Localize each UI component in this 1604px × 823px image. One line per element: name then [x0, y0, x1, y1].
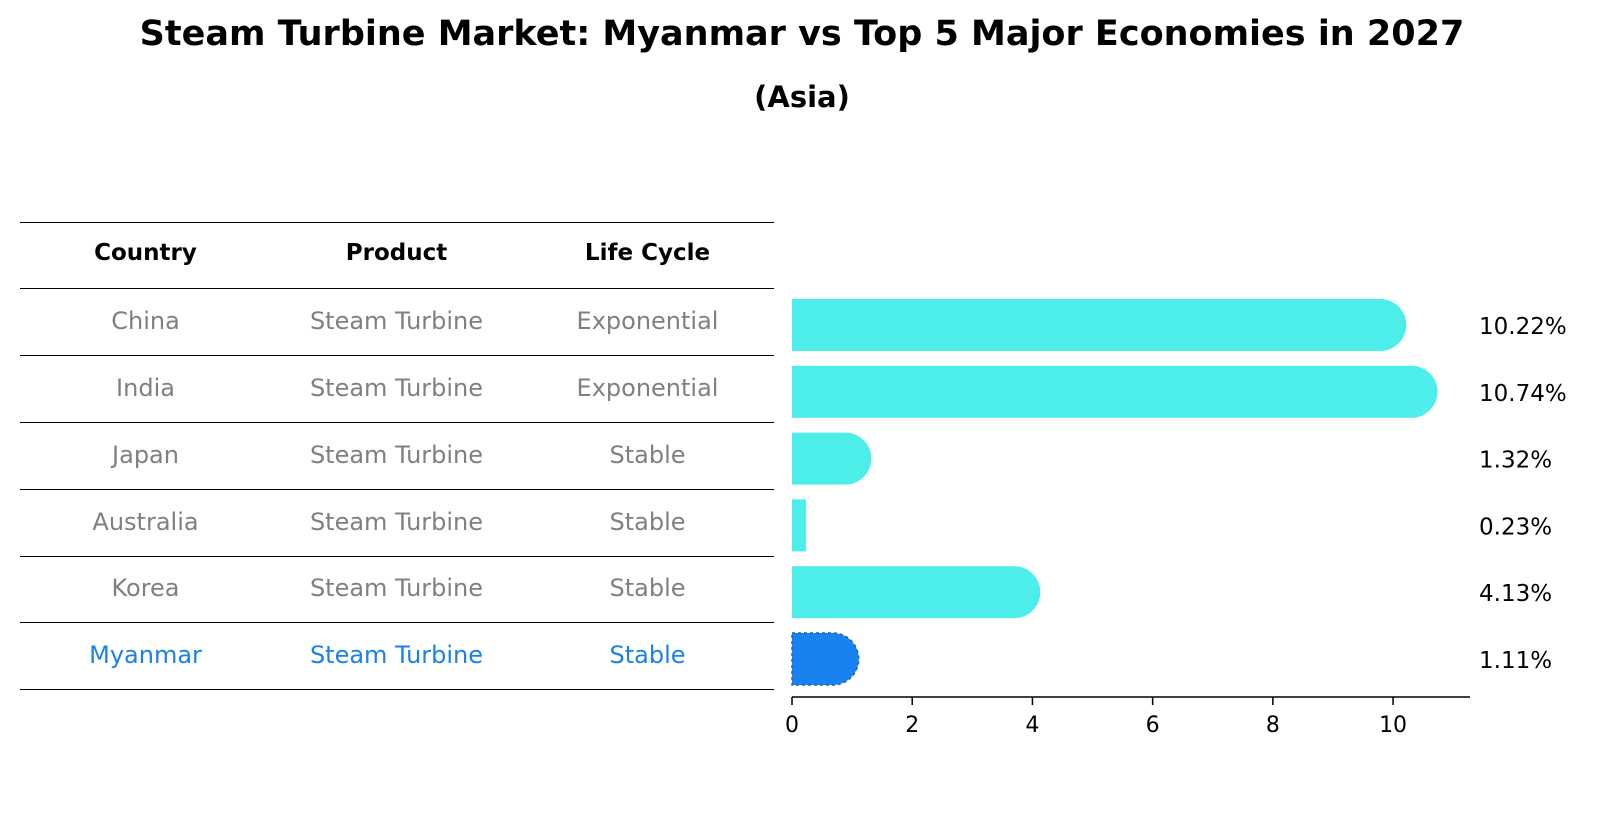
- table-header-cell: Country: [94, 240, 197, 267]
- table-divider: [20, 288, 774, 290]
- table-divider: [20, 355, 774, 357]
- x-tick-label: 10: [1379, 713, 1407, 738]
- table-divider: [20, 622, 774, 624]
- table-cell-life-cycle: Stable: [609, 641, 686, 670]
- table-divider: [20, 488, 774, 490]
- table-cell-product: Steam Turbine: [309, 574, 484, 603]
- bar-korea: [792, 566, 1041, 619]
- chart-subtitle: (Asia): [754, 80, 850, 114]
- x-tick-label: 0: [785, 713, 799, 738]
- table-divider: [20, 555, 774, 557]
- x-tick-label: 2: [905, 713, 919, 738]
- table-cell-product: Steam Turbine: [309, 307, 484, 336]
- table-cell-life-cycle: Stable: [609, 440, 686, 469]
- bar-value-label: 4.13%: [1479, 581, 1552, 607]
- table-cell-country: Japan: [112, 440, 179, 469]
- bar-value-label: 0.23%: [1479, 514, 1552, 540]
- table-divider: [20, 221, 774, 223]
- table-cell-product: Steam Turbine: [309, 374, 484, 402]
- table-header-cell: Product: [345, 240, 448, 267]
- bar-value-label: 10.74%: [1479, 381, 1567, 407]
- table-cell-life-cycle: Stable: [609, 574, 686, 603]
- table-cell-country: China: [111, 307, 180, 336]
- table-cell-product: Steam Turbine: [309, 507, 484, 536]
- bar-value-label: 1.11%: [1479, 648, 1552, 674]
- x-tick-label: 4: [1025, 713, 1039, 738]
- table-cell-product: Steam Turbine: [309, 641, 484, 670]
- bar-australia: [792, 499, 806, 552]
- table-divider: [20, 689, 774, 691]
- table-cell-country: Myanmar: [89, 641, 202, 670]
- table-cell-product: Steam Turbine: [309, 440, 484, 469]
- bar-japan: [792, 432, 872, 485]
- bar-india: [792, 365, 1438, 418]
- table-header-cell: Life Cycle: [584, 240, 711, 267]
- table-cell-life-cycle: Stable: [609, 507, 686, 536]
- table-cell-life-cycle: Exponential: [576, 307, 719, 336]
- bar-value-label: 10.22%: [1479, 314, 1567, 340]
- bar-myanmar: [791, 632, 860, 686]
- x-tick-label: 6: [1146, 713, 1160, 738]
- table-cell-life-cycle: Exponential: [576, 374, 719, 402]
- table-cell-country: Australia: [92, 507, 199, 536]
- bar-china: [792, 299, 1407, 351]
- chart-title: Steam Turbine Market: Myanmar vs Top 5 M…: [139, 14, 1465, 54]
- table-divider: [20, 421, 774, 423]
- table-cell-country: Korea: [111, 574, 180, 603]
- bar-value-label: 1.32%: [1479, 448, 1552, 474]
- table-cell-country: India: [116, 374, 175, 402]
- x-tick-label: 8: [1266, 713, 1280, 738]
